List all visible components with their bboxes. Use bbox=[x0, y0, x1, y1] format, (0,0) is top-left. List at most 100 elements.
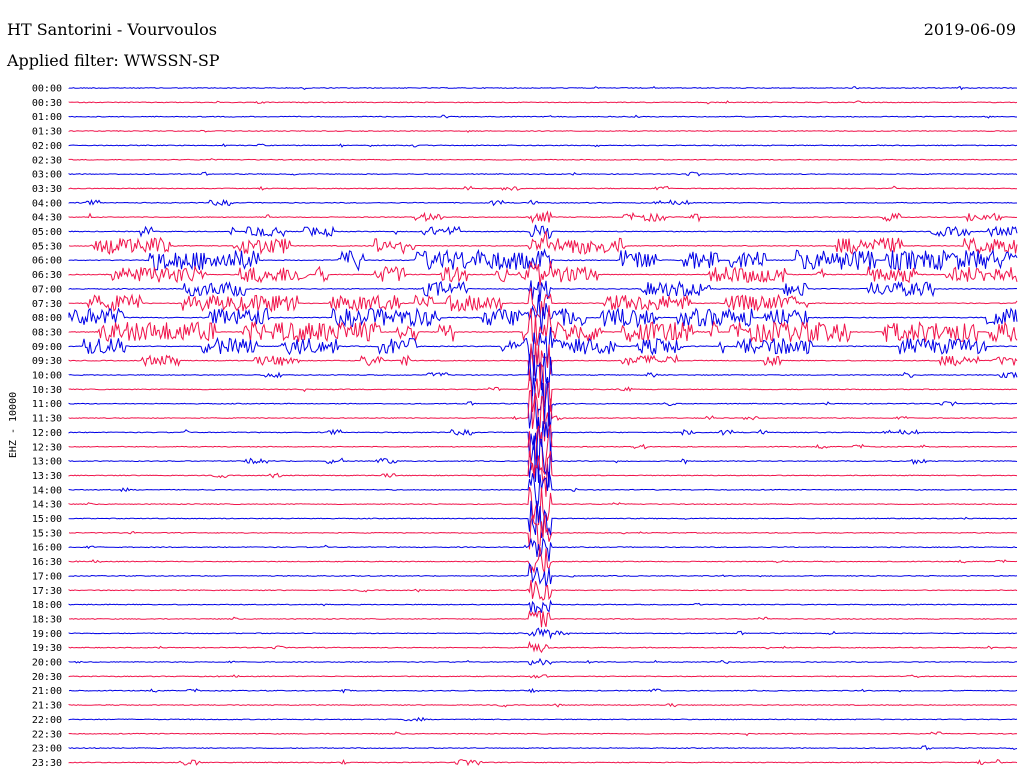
tick-label: 01:00 bbox=[32, 112, 62, 123]
trace-line bbox=[68, 450, 1018, 497]
tick-label: 14:00 bbox=[32, 485, 62, 496]
trace-line bbox=[68, 389, 1018, 442]
tick-label: 11:30 bbox=[32, 414, 62, 425]
tick-label: 17:00 bbox=[32, 571, 62, 582]
trace-line bbox=[68, 599, 1017, 615]
trace-line bbox=[68, 547, 1018, 574]
tick-label: 12:00 bbox=[32, 428, 62, 439]
tick-label: 16:30 bbox=[32, 557, 62, 568]
tick-label: 02:30 bbox=[32, 155, 62, 166]
y-axis-label: EHZ - 10000 bbox=[8, 392, 19, 458]
trace-line bbox=[68, 342, 1018, 382]
record-date: 2019-06-09 bbox=[923, 20, 1016, 39]
trace-line bbox=[68, 260, 1018, 286]
trace-line bbox=[68, 405, 1017, 458]
trace-line bbox=[68, 158, 1017, 161]
tick-label: 23:30 bbox=[32, 758, 62, 769]
trace-line bbox=[68, 287, 1018, 319]
tick-label: 00:30 bbox=[32, 98, 62, 109]
trace-line bbox=[68, 280, 1018, 302]
trace-line bbox=[68, 640, 1018, 654]
tick-label: 05:30 bbox=[32, 241, 62, 252]
trace-line bbox=[68, 657, 1017, 666]
trace-line bbox=[68, 731, 1018, 737]
filter-label: Applied filter: WWSSN-SP bbox=[7, 51, 220, 70]
tick-label: 00:00 bbox=[32, 84, 62, 95]
trace-line bbox=[68, 716, 1018, 722]
trace-line bbox=[68, 435, 1018, 488]
trace-line bbox=[68, 687, 1018, 694]
trace-line bbox=[68, 674, 1017, 679]
tick-label: 06:30 bbox=[32, 270, 62, 281]
station-title: HT Santorini - Vourvoulos bbox=[7, 20, 217, 39]
trace-line bbox=[68, 231, 1018, 256]
tick-label: 09:00 bbox=[32, 342, 62, 353]
tick-label: 14:30 bbox=[32, 500, 62, 511]
trace-line bbox=[68, 100, 1018, 105]
tick-label: 19:30 bbox=[32, 643, 62, 654]
tick-label: 15:30 bbox=[32, 528, 62, 539]
trace-line bbox=[68, 143, 1018, 148]
trace-line bbox=[68, 198, 1017, 207]
tick-label: 12:30 bbox=[32, 442, 62, 453]
trace-line bbox=[68, 745, 1018, 751]
trace-line bbox=[68, 758, 1018, 767]
tick-label: 02:00 bbox=[32, 141, 62, 152]
trace-line bbox=[68, 377, 1018, 430]
trace-line bbox=[68, 129, 1018, 133]
tick-label: 04:00 bbox=[32, 198, 62, 209]
trace-line bbox=[68, 471, 1018, 510]
tick-label: 17:30 bbox=[32, 586, 62, 597]
tick-label: 07:30 bbox=[32, 299, 62, 310]
trace-line bbox=[68, 326, 1018, 365]
trace-line bbox=[68, 424, 1017, 476]
trace-line bbox=[68, 305, 1018, 346]
tick-label: 09:30 bbox=[32, 356, 62, 367]
trace-line bbox=[68, 248, 1018, 272]
tick-label: 23:00 bbox=[32, 744, 62, 755]
trace-line bbox=[68, 185, 1018, 191]
tick-label: 13:00 bbox=[32, 457, 62, 468]
tick-label: 16:00 bbox=[32, 543, 62, 554]
tick-label: 22:30 bbox=[32, 729, 62, 740]
trace-line bbox=[68, 609, 1018, 628]
tick-label: 20:30 bbox=[32, 672, 62, 683]
tick-label: 22:00 bbox=[32, 715, 62, 726]
tick-label: 05:00 bbox=[32, 227, 62, 238]
tick-label: 20:00 bbox=[32, 658, 62, 669]
trace-line bbox=[68, 562, 1018, 588]
trace-line bbox=[68, 171, 1018, 177]
tick-label: 01:30 bbox=[32, 127, 62, 138]
trace-line bbox=[68, 363, 1018, 412]
trace-line bbox=[68, 537, 1017, 562]
trace-line bbox=[68, 486, 1018, 526]
trace-line bbox=[68, 114, 1017, 119]
tick-label: 19:00 bbox=[32, 629, 62, 640]
trace-line bbox=[68, 210, 1018, 224]
tick-label: 07:00 bbox=[32, 284, 62, 295]
tick-label: 13:30 bbox=[32, 471, 62, 482]
tick-label: 18:00 bbox=[32, 600, 62, 611]
tick-label: 03:00 bbox=[32, 170, 62, 181]
trace-line bbox=[68, 224, 1018, 240]
tick-label: 08:00 bbox=[32, 313, 62, 324]
tick-label: 10:30 bbox=[32, 385, 62, 396]
trace-line bbox=[68, 294, 1018, 334]
trace-line bbox=[68, 353, 1018, 397]
tick-label: 08:30 bbox=[32, 327, 62, 338]
tick-label: 10:00 bbox=[32, 371, 62, 382]
tick-label: 21:30 bbox=[32, 701, 62, 712]
trace-line bbox=[68, 515, 1018, 551]
trace-line bbox=[68, 702, 1018, 708]
tick-label: 21:00 bbox=[32, 686, 62, 697]
tick-label: 03:30 bbox=[32, 184, 62, 195]
tick-label: 04:30 bbox=[32, 213, 62, 224]
tick-label: 18:30 bbox=[32, 614, 62, 625]
trace-line bbox=[68, 627, 1018, 640]
trace-line bbox=[68, 85, 1018, 91]
tick-label: 15:00 bbox=[32, 514, 62, 525]
tick-label: 11:00 bbox=[32, 399, 62, 410]
trace-line bbox=[68, 579, 1018, 601]
tick-label: 06:00 bbox=[32, 256, 62, 267]
